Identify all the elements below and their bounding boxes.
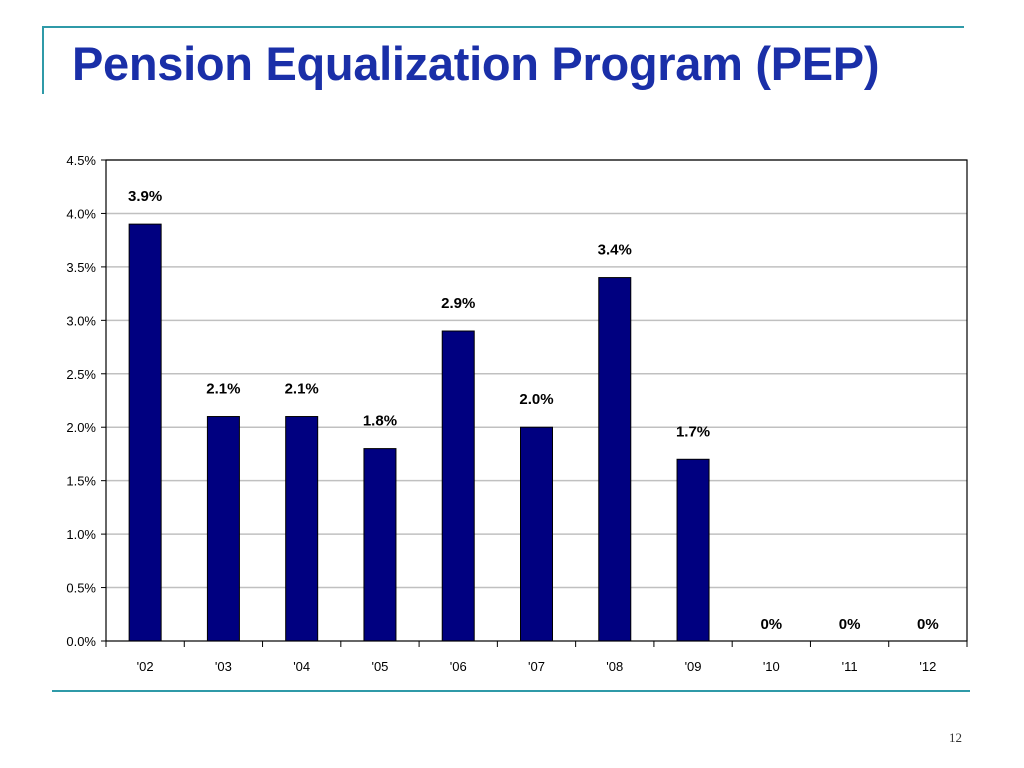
title-accent-bar — [42, 26, 44, 94]
x-tick-label: '05 — [371, 659, 388, 674]
plot-frame — [105, 159, 968, 642]
x-tick-label: '06 — [450, 659, 467, 674]
y-tick-label: 2.5% — [66, 367, 96, 382]
data-label: 1.8% — [363, 413, 397, 430]
bar — [285, 416, 319, 642]
data-label: 3.9% — [128, 188, 162, 205]
data-label: 0% — [917, 616, 939, 633]
y-tick-label: 4.5% — [66, 153, 96, 168]
y-tick-label: 0.5% — [66, 581, 96, 596]
x-tick-label: '07 — [528, 659, 545, 674]
x-tick-label: '11 — [842, 659, 858, 674]
data-label: 2.1% — [285, 381, 319, 398]
bar — [363, 448, 397, 642]
bar — [676, 458, 710, 642]
bar — [128, 223, 162, 642]
bars — [128, 223, 710, 642]
y-tick-label: 1.5% — [66, 474, 96, 489]
data-label: 2.0% — [519, 391, 553, 408]
data-label: 2.1% — [206, 381, 240, 398]
page-number: 12 — [949, 730, 962, 745]
y-tick-label: 1.0% — [66, 527, 96, 542]
axes: 0.0% 0.5% 1.0% 1.5% 2.0% 2.5% 3.0% 3.5% 4.0% 4.5%… — [66, 153, 968, 674]
y-tick-label: 3.0% — [66, 313, 96, 328]
x-tick-label: '08 — [606, 659, 623, 674]
y-tick-label: 3.5% — [66, 260, 96, 275]
bar — [520, 426, 553, 642]
bar — [441, 330, 475, 642]
data-label: 0% — [760, 616, 782, 633]
data-label: 2.9% — [441, 295, 475, 312]
bar — [206, 416, 240, 642]
page-title: Pension Equalization Program (PEP) — [72, 37, 880, 90]
footer-rule — [52, 690, 970, 692]
y-tick-label: 4.0% — [66, 206, 96, 221]
x-tick-label: '09 — [685, 659, 702, 674]
x-tick-label: '02 — [137, 659, 154, 674]
data-label: 0% — [839, 616, 861, 633]
data-label: 1.7% — [676, 423, 710, 440]
data-label: 3.4% — [598, 242, 632, 259]
title-accent-rule — [42, 26, 964, 28]
x-tick-label: '10 — [763, 659, 780, 674]
bar — [598, 277, 632, 642]
data-labels: 3.9% 2.1% 2.1% 1.8% 2.9% 2.0% 3.4% 1.7% 0% 0% 0% — [128, 188, 939, 633]
y-tick-label: 0.0% — [66, 634, 96, 649]
x-tick-label: '04 — [293, 659, 310, 674]
x-tick-label: '03 — [215, 659, 232, 674]
x-tick-label: '12 — [919, 659, 936, 674]
y-tick-label: 2.0% — [66, 420, 96, 435]
